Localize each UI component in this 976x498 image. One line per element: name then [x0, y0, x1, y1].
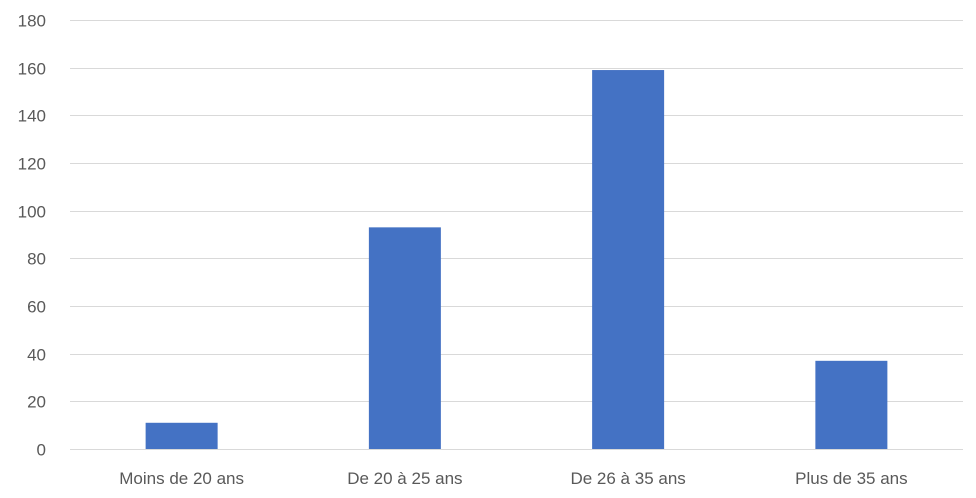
bars	[145, 70, 888, 450]
x-axis-ticks: Moins de 20 ans De 20 à 25 ans De 26 à 35 …	[119, 469, 907, 488]
bar	[145, 422, 218, 449]
y-tick-label: 120	[18, 155, 46, 174]
y-tick-label: 40	[27, 346, 46, 365]
bar	[815, 360, 888, 449]
y-tick-label: 0	[37, 441, 46, 460]
bar	[368, 227, 441, 449]
gridlines	[70, 20, 963, 450]
y-tick-label: 100	[18, 203, 46, 222]
y-tick-label: 160	[18, 60, 46, 79]
x-tick-label: De 26 à 35 ans	[570, 469, 685, 488]
y-tick-label: 140	[18, 107, 46, 126]
y-tick-label: 60	[27, 298, 46, 317]
y-tick-label: 180	[18, 12, 46, 31]
x-tick-label: Moins de 20 ans	[119, 469, 244, 488]
y-tick-label: 20	[27, 393, 46, 412]
y-tick-label: 80	[27, 250, 46, 269]
x-tick-label: De 20 à 25 ans	[347, 469, 462, 488]
x-tick-label: Plus de 35 ans	[795, 469, 907, 488]
y-axis-ticks: 0 20 40 60 80 100 120 140 160 180	[18, 12, 46, 460]
bar	[592, 70, 665, 450]
